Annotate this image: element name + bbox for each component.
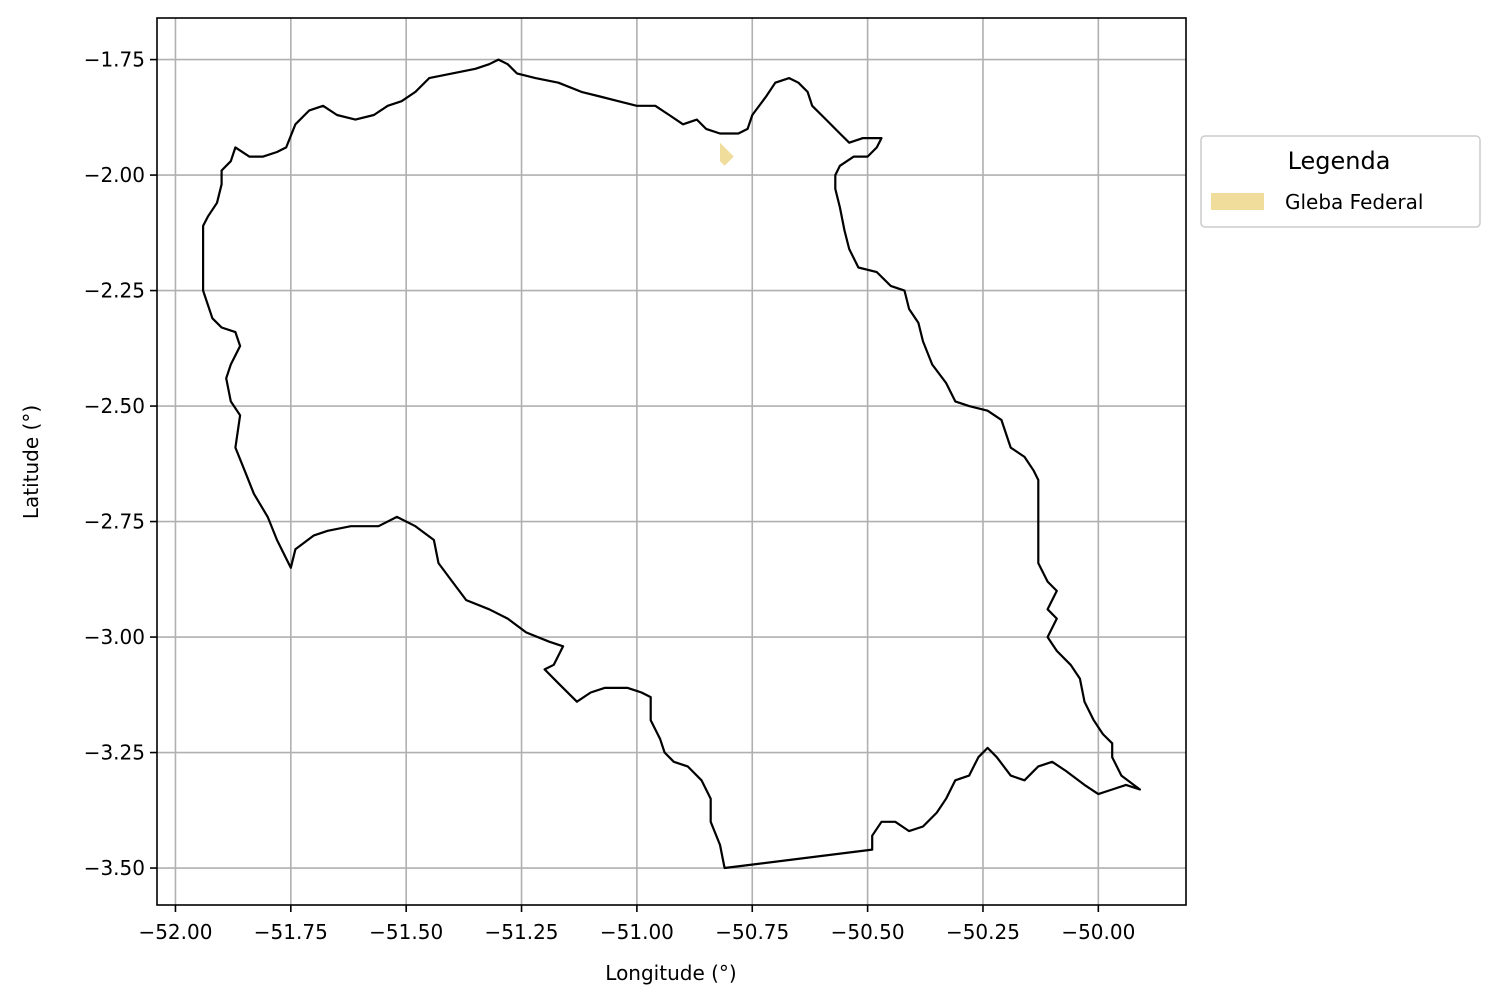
legend-box: [1200, 135, 1481, 228]
x-tick-label: −52.00: [138, 920, 212, 944]
gleba-federal-polygon: [720, 142, 734, 166]
x-tick-label: −51.00: [600, 920, 674, 944]
y-axis-label: Latitude (°): [19, 405, 43, 519]
legend-label-gleba-federal: Gleba Federal: [1285, 190, 1423, 214]
y-tick-label: −2.75: [84, 510, 145, 534]
y-tick-label: −2.25: [84, 279, 145, 303]
y-tick-label: −2.00: [84, 163, 145, 187]
x-tick-label: −50.25: [946, 920, 1020, 944]
legend: Legenda Gleba Federal: [1200, 135, 1481, 228]
x-axis-label: Longitude (°): [605, 961, 736, 985]
y-tick-label: −2.50: [84, 394, 145, 418]
x-tick-label: −51.50: [369, 920, 443, 944]
x-tick-label: −50.75: [715, 920, 789, 944]
y-tick-label: −3.50: [84, 856, 145, 880]
grid-lines: [157, 18, 1186, 905]
x-axis-ticks: −52.00 −51.75 −51.50 −51.25 −51.00 −50.75 −50.…: [138, 905, 1135, 944]
legend-title: Legenda: [1288, 147, 1391, 175]
x-tick-label: −51.25: [485, 920, 559, 944]
axes-frame: [156, 17, 1187, 906]
y-axis-ticks: −1.75 −2.00 −2.25 −2.50 −2.75 −3.00 −3.25 −3.50: [84, 48, 157, 880]
y-tick-label: −3.00: [84, 625, 145, 649]
x-tick-label: −50.00: [1061, 920, 1135, 944]
y-tick-label: −1.75: [84, 48, 145, 72]
map-layers: [202, 58, 1141, 870]
x-tick-label: −50.50: [831, 920, 905, 944]
municipality-boundary: [202, 58, 1141, 870]
x-tick-label: −51.75: [254, 920, 328, 944]
y-tick-label: −3.25: [84, 741, 145, 765]
legend-swatch-gleba-federal: [1211, 193, 1264, 210]
